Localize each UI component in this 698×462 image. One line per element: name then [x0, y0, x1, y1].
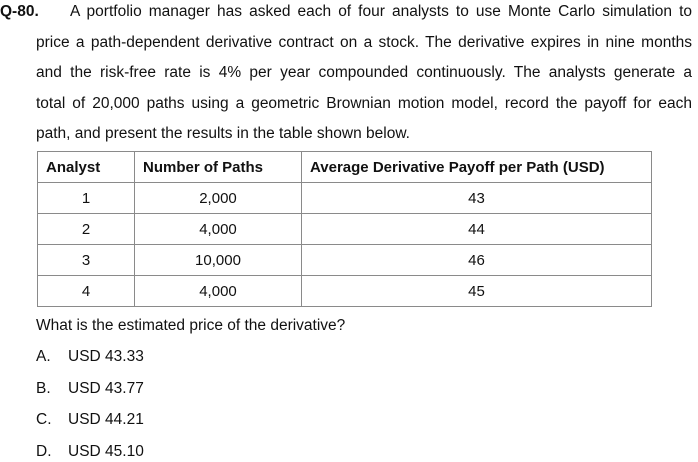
table-cell: 4,000 — [134, 213, 302, 245]
table-cell: 1 — [37, 182, 135, 214]
table-cell: 46 — [301, 244, 652, 276]
table-header-row: Analyst Number of Paths Average Derivati… — [37, 151, 652, 183]
question-line: price a path-dependent derivative contra… — [36, 34, 692, 51]
table-row: 4 4,000 45 — [37, 275, 652, 307]
option-text: USD 43.77 — [68, 380, 144, 397]
option-text: USD 44.21 — [68, 411, 144, 428]
option-letter: B. — [36, 380, 51, 397]
option-c[interactable]: C. USD 44.21 — [36, 410, 144, 430]
table-cell: 3 — [37, 244, 135, 276]
results-table: Analyst Number of Paths Average Derivati… — [37, 151, 652, 307]
table-cell: 4,000 — [134, 275, 302, 307]
table-row: 1 2,000 43 — [37, 182, 652, 214]
option-d[interactable]: D. USD 45.10 — [36, 442, 144, 462]
question-line: and the risk-free rate is 4% per year co… — [36, 64, 692, 81]
column-header: Average Derivative Payoff per Path (USD) — [301, 151, 652, 183]
option-letter: C. — [36, 411, 52, 428]
column-header: Analyst — [37, 151, 135, 183]
question-line: A portfolio manager has asked each of fo… — [70, 3, 692, 20]
question-line: path, and present the results in the tab… — [36, 125, 410, 142]
table-row: 3 10,000 46 — [37, 244, 652, 276]
option-text: USD 45.10 — [68, 443, 144, 460]
question-line: total of 20,000 paths using a geometric … — [36, 95, 692, 112]
question-number: Q-80. — [0, 3, 39, 20]
table-cell: 2,000 — [134, 182, 302, 214]
table-cell: 4 — [37, 275, 135, 307]
option-a[interactable]: A. USD 43.33 — [36, 347, 144, 367]
option-text: USD 43.33 — [68, 348, 144, 365]
table-row: 2 4,000 44 — [37, 213, 652, 245]
table-cell: 44 — [301, 213, 652, 245]
column-header: Number of Paths — [134, 151, 302, 183]
question-prompt: What is the estimated price of the deriv… — [36, 317, 346, 334]
option-letter: D. — [36, 443, 52, 460]
table-cell: 43 — [301, 182, 652, 214]
table-cell: 10,000 — [134, 244, 302, 276]
option-b[interactable]: B. USD 43.77 — [36, 379, 144, 399]
table-cell: 2 — [37, 213, 135, 245]
option-letter: A. — [36, 348, 51, 365]
table-cell: 45 — [301, 275, 652, 307]
